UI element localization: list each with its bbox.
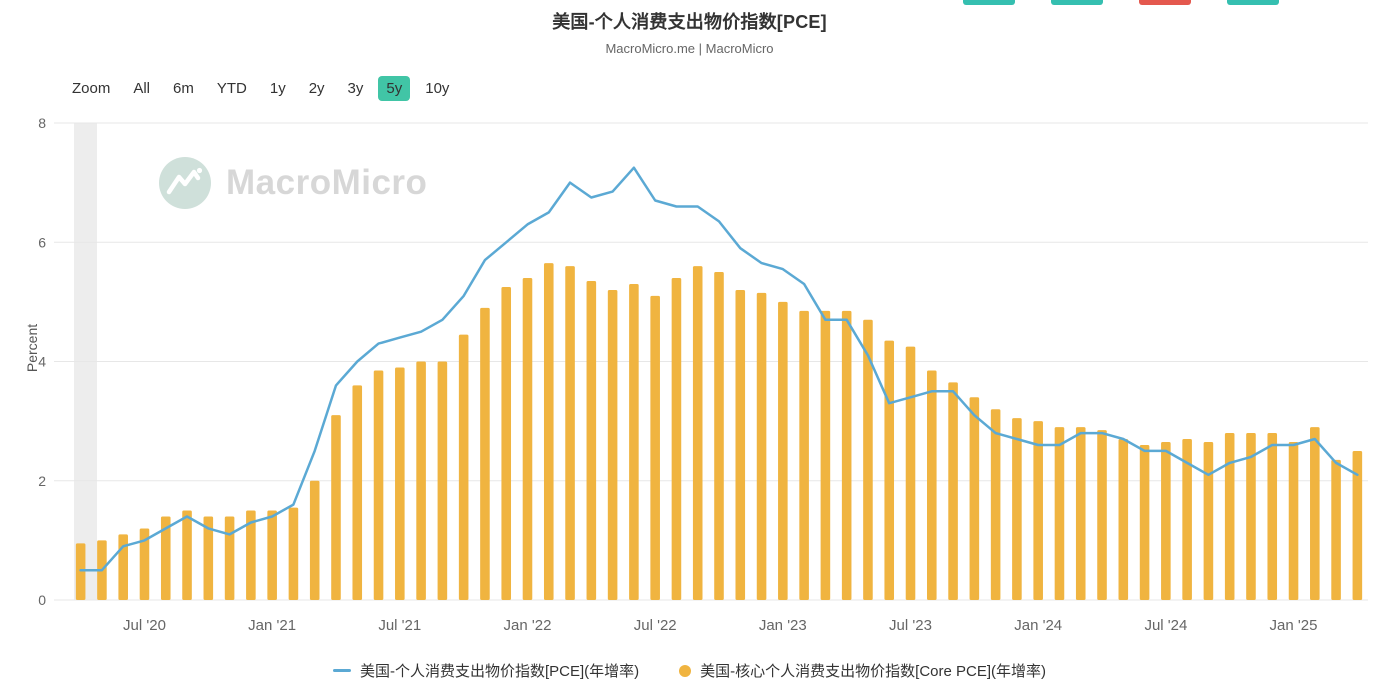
zoom-toolbar: Zoom All 6m YTD 1y 2y 3y 5y 10y	[72, 76, 457, 101]
range-button-all[interactable]: All	[125, 76, 158, 101]
range-button-3y[interactable]: 3y	[340, 76, 372, 101]
svg-text:4: 4	[38, 354, 46, 370]
zoom-label: Zoom	[72, 80, 111, 97]
svg-text:2: 2	[38, 473, 46, 489]
svg-text:Jan '24: Jan '24	[1014, 617, 1062, 634]
page-title: 美国-个人消费支出物价指数[PCE]	[552, 12, 827, 32]
legend-item-core-pce[interactable]: 美国-核心个人消费支出物价指数[Core PCE](年增率)	[679, 660, 1046, 681]
svg-text:Jan '23: Jan '23	[759, 617, 807, 634]
svg-text:Jan '21: Jan '21	[248, 617, 296, 634]
legend-label-pce: 美国-个人消费支出物价指数[PCE](年增率)	[359, 663, 640, 680]
range-button-6m[interactable]: 6m	[165, 76, 202, 101]
range-button-2y[interactable]: 2y	[301, 76, 333, 101]
top-action-chip-3[interactable]	[1139, 0, 1191, 5]
page-subtitle: MacroMicro.me | MacroMicro	[605, 41, 774, 56]
svg-text:Jul '22: Jul '22	[634, 617, 677, 634]
top-action-chip-4[interactable]	[1227, 0, 1279, 5]
range-button-10y[interactable]: 10y	[417, 76, 457, 101]
top-action-chip-1[interactable]	[963, 0, 1015, 5]
svg-text:Jul '24: Jul '24	[1144, 617, 1187, 634]
top-action-chip-2[interactable]	[1051, 0, 1103, 5]
chart-plot-area: 0 2 4 6 8 Jul '20 Jan '21 Jul '21 Jan '22 Jul '22…	[38, 115, 1368, 634]
svg-text:Jul '21: Jul '21	[378, 617, 421, 634]
svg-text:Jul '20: Jul '20	[123, 617, 166, 634]
legend-label-core-pce: 美国-核心个人消费支出物价指数[Core PCE](年增率)	[700, 663, 1047, 680]
range-button-1y[interactable]: 1y	[262, 76, 294, 101]
legend-line-marker-icon	[332, 669, 351, 672]
svg-text:Jan '25: Jan '25	[1270, 617, 1318, 634]
range-button-ytd[interactable]: YTD	[209, 76, 255, 101]
legend-circle-marker-icon	[679, 664, 692, 677]
chart-legend: 美国-个人消费支出物价指数[PCE](年增率) 美国-核心个人消费支出物价指数[…	[0, 660, 1379, 681]
svg-text:0: 0	[38, 592, 46, 608]
svg-text:Jul '23: Jul '23	[889, 617, 932, 634]
top-action-chips	[963, 0, 1279, 5]
svg-text:Jan '22: Jan '22	[504, 617, 552, 634]
svg-text:6: 6	[38, 234, 46, 250]
svg-text:8: 8	[38, 115, 46, 131]
legend-item-pce[interactable]: 美国-个人消费支出物价指数[PCE](年增率)	[332, 660, 640, 681]
range-button-5y[interactable]: 5y	[378, 76, 411, 101]
